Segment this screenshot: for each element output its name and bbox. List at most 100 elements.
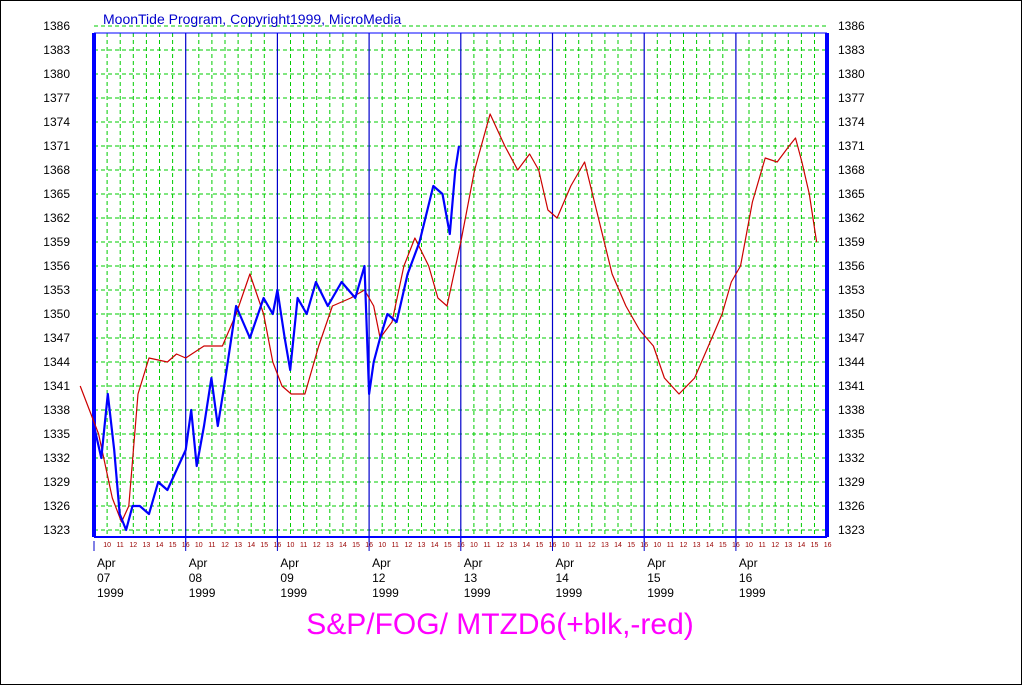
date-label-month: Apr: [739, 556, 758, 570]
y-tick-label-right: 1341: [838, 379, 865, 393]
hour-tick-label: 10: [103, 542, 111, 549]
y-tick-label-right: 1359: [838, 235, 865, 249]
y-tick-label-left: 1353: [43, 283, 70, 297]
hour-tick-label: 16: [824, 542, 832, 549]
date-label-month: Apr: [464, 556, 483, 570]
hour-tick-label: 15: [169, 542, 177, 549]
date-label-day: 13: [464, 571, 478, 585]
hour-tick-label: 10: [378, 542, 386, 549]
date-label-year: 1999: [464, 586, 491, 600]
y-tick-label-right: 1380: [838, 67, 865, 81]
y-tick-label-left: 1335: [43, 427, 70, 441]
y-tick-label-left: 1344: [43, 355, 70, 369]
hour-tick-label: 14: [522, 542, 530, 549]
y-tick-label-right: 1335: [838, 427, 865, 441]
hour-tick-label: 13: [326, 542, 334, 549]
y-tick-label-left: 1338: [43, 403, 70, 417]
y-tick-label-left: 1365: [43, 187, 70, 201]
hour-tick-label: 14: [339, 542, 347, 549]
y-tick-label-right: 1386: [838, 19, 865, 33]
y-tick-label-left: 1347: [43, 331, 70, 345]
hour-tick-label: 15: [352, 542, 360, 549]
date-label-month: Apr: [97, 556, 116, 570]
y-tick-label-right: 1350: [838, 307, 865, 321]
date-label-day: 14: [556, 571, 570, 585]
hour-tick-label: 11: [300, 542, 307, 549]
y-tick-label-left: 1356: [43, 259, 70, 273]
date-label-year: 1999: [739, 586, 766, 600]
hour-tick-label: 14: [247, 542, 255, 549]
y-tick-label-left: 1341: [43, 379, 70, 393]
hour-tick-label: 10: [287, 542, 295, 549]
hour-tick-label: 12: [771, 542, 779, 549]
hour-tick-label: 11: [392, 542, 399, 549]
hour-tick-label: 10: [195, 542, 203, 549]
date-label-year: 1999: [97, 586, 124, 600]
hour-tick-label: 12: [496, 542, 504, 549]
date-label-month: Apr: [556, 556, 575, 570]
hour-tick-label: 12: [313, 542, 321, 549]
hour-tick-label: 12: [221, 542, 229, 549]
y-tick-label-right: 1362: [838, 211, 865, 225]
y-tick-label-left: 1326: [43, 499, 70, 513]
y-tick-label-right: 1368: [838, 163, 865, 177]
y-tick-label-right: 1332: [838, 451, 865, 465]
date-label-day: 08: [189, 571, 203, 585]
y-tick-label-left: 1380: [43, 67, 70, 81]
y-tick-label-left: 1332: [43, 451, 70, 465]
y-tick-label-left: 1371: [43, 139, 70, 153]
y-tick-label-right: 1323: [838, 523, 865, 537]
y-tick-label-right: 1371: [838, 139, 865, 153]
date-label-month: Apr: [647, 556, 666, 570]
y-tick-label-right: 1377: [838, 91, 865, 105]
y-tick-label-right: 1344: [838, 355, 865, 369]
hour-tick-label: 15: [444, 542, 452, 549]
hour-tick-label: 13: [601, 542, 609, 549]
date-label-month: Apr: [372, 556, 391, 570]
chart-title: S&P/FOG/ MTZD6(+blk,-red): [306, 608, 694, 641]
hour-tick-label: 11: [575, 542, 582, 549]
hour-tick-label: 10: [653, 542, 661, 549]
hour-tick-label: 13: [693, 542, 701, 549]
date-label-day: 16: [739, 571, 753, 585]
date-label-day: 07: [97, 571, 111, 585]
hour-tick-label: 14: [706, 542, 714, 549]
hour-tick-label: 15: [536, 542, 544, 549]
hour-tick-label: 11: [117, 542, 124, 549]
y-tick-label-left: 1323: [43, 523, 70, 537]
hour-tick-label: 11: [758, 542, 765, 549]
hour-tick-label: 13: [509, 542, 517, 549]
copyright-text: MoonTide Program, Copyright1999, MicroMe…: [103, 11, 401, 27]
date-label-year: 1999: [372, 586, 399, 600]
date-label-year: 1999: [647, 586, 674, 600]
hour-tick-label: 11: [208, 542, 215, 549]
date-label-year: 1999: [280, 586, 307, 600]
y-tick-label-right: 1353: [838, 283, 865, 297]
date-label-month: Apr: [189, 556, 208, 570]
hour-tick-label: 11: [483, 542, 490, 549]
y-tick-label-right: 1356: [838, 259, 865, 273]
date-label-year: 1999: [189, 586, 216, 600]
y-tick-label-right: 1329: [838, 475, 865, 489]
y-tick-label-right: 1347: [838, 331, 865, 345]
hour-tick-label: 14: [798, 542, 806, 549]
date-label-day: 09: [280, 571, 294, 585]
y-tick-label-right: 1326: [838, 499, 865, 513]
date-label-day: 12: [372, 571, 386, 585]
price-series-line: [92, 145, 461, 532]
hour-tick-label: 15: [719, 542, 727, 549]
hour-tick-label: 14: [614, 542, 622, 549]
hour-tick-label: 13: [234, 542, 242, 549]
date-label-month: Apr: [280, 556, 299, 570]
y-tick-label-right: 1383: [838, 43, 865, 57]
y-tick-label-left: 1383: [43, 43, 70, 57]
hour-tick-label: 13: [784, 542, 792, 549]
hour-tick-label: 14: [156, 542, 164, 549]
y-tick-label-right: 1374: [838, 115, 865, 129]
y-tick-label-left: 1359: [43, 235, 70, 249]
hour-tick-label: 15: [260, 542, 268, 549]
hour-tick-label: 13: [418, 542, 426, 549]
y-tick-label-left: 1329: [43, 475, 70, 489]
